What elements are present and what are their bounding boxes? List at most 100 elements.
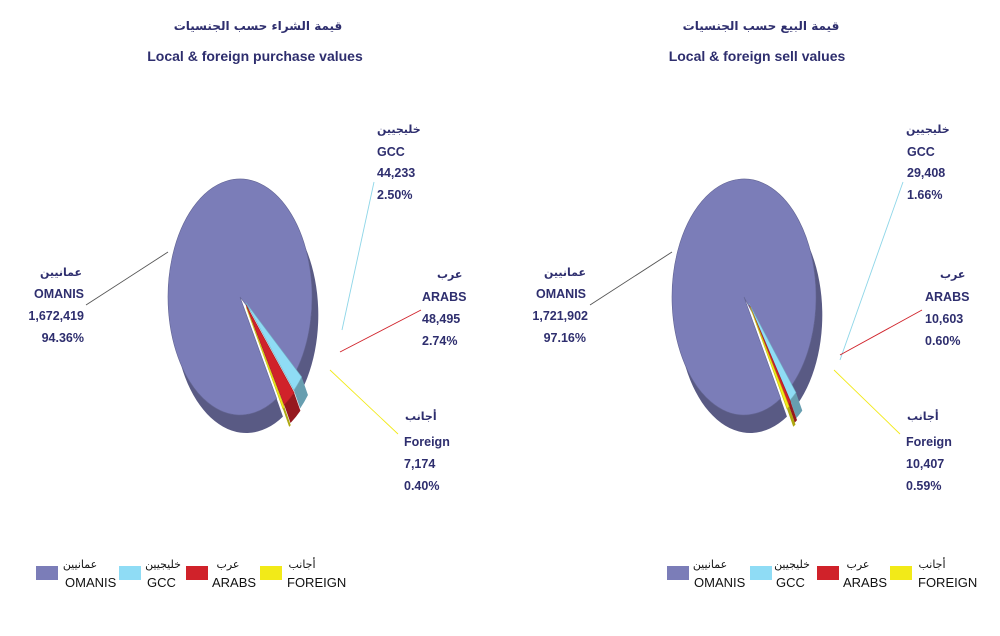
- chart1-pie: [85, 178, 422, 435]
- chart2-omanis-value: 1,721,902: [532, 309, 588, 323]
- legend-label: OMANIS: [694, 575, 746, 590]
- chart2-slice-omanis: [671, 178, 817, 416]
- chart2-leader-omanis: [589, 251, 673, 306]
- chart2-omanis-percent: 97.16%: [544, 331, 586, 345]
- chart2-slice-foreign: [750, 307, 790, 410]
- chart1-arabs-label-ar: عرب: [437, 268, 462, 281]
- chart1-gcc-value: 44,233: [377, 166, 415, 180]
- legend-swatch-gcc: [119, 566, 141, 580]
- chart2-slice-side-gcc: [790, 392, 803, 419]
- chart1-omanis-percent: 94.36%: [42, 331, 84, 345]
- chart2-legend-arabs: عرب ARABS: [817, 558, 887, 590]
- chart2-legend: عمانيين OMANIS خليجيين GCC عرب ARABS أجا…: [667, 557, 977, 590]
- chart2-gcc-percent: 1.66%: [907, 188, 942, 202]
- chart2-title-ar: قيمة البيع حسب الجنسيات: [683, 19, 840, 33]
- chart1-leader-foreign: [329, 369, 399, 435]
- chart1-label-omanis: عمانيين OMANIS 1,672,419 94.36%: [28, 266, 84, 345]
- chart2-slice-side-foreign: [786, 406, 796, 427]
- chart2-legend-gcc: خليجيين GCC: [750, 558, 810, 590]
- chart1-title: Local & foreign purchase values: [147, 48, 363, 64]
- chart1-leader-omanis: [85, 251, 169, 306]
- chart2-arabs-percent: 0.60%: [925, 334, 960, 348]
- chart2-arabs-label: ARABS: [925, 290, 969, 304]
- legend-label-ar: أجانب: [288, 557, 315, 571]
- legend-swatch-omanis: [36, 566, 58, 580]
- chart1-label-foreign: أجانب Foreign 7,174 0.40%: [404, 409, 450, 493]
- chart1-arabs-label: ARABS: [422, 290, 466, 304]
- legend-label-ar: أجانب: [918, 557, 945, 571]
- chart2-title: Local & foreign sell values: [669, 48, 846, 64]
- chart1-slice-gcc: [245, 302, 303, 391]
- chart2-foreign-value: 10,407: [906, 457, 944, 471]
- legend-label-ar: عرب: [217, 558, 240, 571]
- legend-label-ar: خليجيين: [145, 558, 181, 571]
- chart2-pie: [589, 178, 923, 435]
- chart1-slice-omanis: [167, 178, 313, 416]
- legend-swatch-gcc: [750, 566, 772, 580]
- chart1-slice-arabs: [245, 304, 295, 406]
- legend-label-ar: خليجيين: [774, 558, 810, 571]
- chart1-foreign-value: 7,174: [404, 457, 435, 471]
- legend-swatch-foreign: [260, 566, 282, 580]
- chart1-foreign-label: Foreign: [404, 435, 450, 449]
- chart1-gcc-label-ar: خليجيين: [377, 123, 421, 136]
- chart2-leader-gcc: [839, 181, 904, 361]
- chart2-omanis-label-ar: عمانيين: [544, 266, 586, 279]
- chart2-leader-foreign: [833, 369, 901, 435]
- chart1-leader-gcc: [341, 181, 375, 331]
- legend-label: ARABS: [212, 575, 256, 590]
- chart1-legend: عمانيين OMANIS خليجيين GCC عرب ARABS أجا…: [36, 557, 346, 590]
- legend-label: ARABS: [843, 575, 887, 590]
- chart2-legend-omanis: عمانيين OMANIS: [667, 558, 746, 590]
- chart1-gcc-label: GCC: [377, 145, 405, 159]
- chart2-arabs-label-ar: عرب: [940, 268, 965, 281]
- chart1-arabs-percent: 2.74%: [422, 334, 457, 348]
- chart2-label-omanis: عمانيين OMANIS 1,721,902 97.16%: [532, 266, 588, 345]
- chart1-omanis-value: 1,672,419: [28, 309, 84, 323]
- chart2-foreign-percent: 0.59%: [906, 479, 941, 493]
- legend-label: OMANIS: [65, 575, 117, 590]
- chart1-title-ar: قيمة الشراء حسب الجنسيات: [174, 19, 343, 33]
- chart2-label-arabs: عرب ARABS 10,603 0.60%: [925, 268, 969, 348]
- chart2-slice-side-arabs: [788, 402, 798, 423]
- chart2-label-foreign: أجانب Foreign 10,407 0.59%: [906, 409, 952, 493]
- legend-swatch-arabs: [817, 566, 839, 580]
- chart1-omanis-label-ar: عمانيين: [40, 266, 82, 279]
- chart1-slice-foreign: [245, 307, 285, 410]
- chart1-gcc-percent: 2.50%: [377, 188, 412, 202]
- chart1-omanis-label: OMANIS: [34, 287, 84, 301]
- chart1-legend-foreign: أجانب FOREIGN: [260, 557, 346, 590]
- chart2-omanis-label: OMANIS: [536, 287, 586, 301]
- chart1-arabs-value: 48,495: [422, 312, 460, 326]
- chart1-label-arabs: عرب ARABS 48,495 2.74%: [422, 268, 466, 348]
- legend-label: FOREIGN: [918, 575, 977, 590]
- chart2-foreign-label: Foreign: [906, 435, 952, 449]
- legend-label-ar: عرب: [847, 558, 870, 571]
- chart2-gcc-value: 29,408: [907, 166, 945, 180]
- chart2-leader-arabs: [839, 309, 923, 356]
- chart2-gcc-label: GCC: [907, 145, 935, 159]
- chart1-slice-side-foreign: [282, 407, 291, 427]
- legend-swatch-foreign: [890, 566, 912, 580]
- legend-label-ar: عمانيين: [63, 558, 97, 571]
- chart2-label-gcc: خليجيين GCC 29,408 1.66%: [906, 123, 950, 202]
- chart2-foreign-label-ar: أجانب: [907, 409, 939, 423]
- legend-label: GCC: [147, 575, 176, 590]
- chart2-legend-foreign: أجانب FOREIGN: [890, 557, 977, 590]
- chart1-label-gcc: خليجيين GCC 44,233 2.50%: [377, 123, 421, 202]
- legend-label-ar: عمانيين: [693, 558, 727, 571]
- chart1-legend-omanis: عمانيين OMANIS: [36, 558, 117, 590]
- chart1-slice-side-arabs: [284, 392, 301, 423]
- chart1-legend-arabs: عرب ARABS: [186, 558, 256, 590]
- chart1-foreign-label-ar: أجانب: [405, 409, 437, 423]
- chart1-foreign-percent: 0.40%: [404, 479, 439, 493]
- legend-label: GCC: [776, 575, 805, 590]
- legend-swatch-arabs: [186, 566, 208, 580]
- chart1-legend-gcc: خليجيين GCC: [119, 558, 181, 590]
- legend-swatch-omanis: [667, 566, 689, 580]
- chart1-leader-arabs: [339, 309, 422, 353]
- chart2-gcc-label-ar: خليجيين: [906, 123, 950, 136]
- chart2-arabs-value: 10,603: [925, 312, 963, 326]
- legend-label: FOREIGN: [287, 575, 346, 590]
